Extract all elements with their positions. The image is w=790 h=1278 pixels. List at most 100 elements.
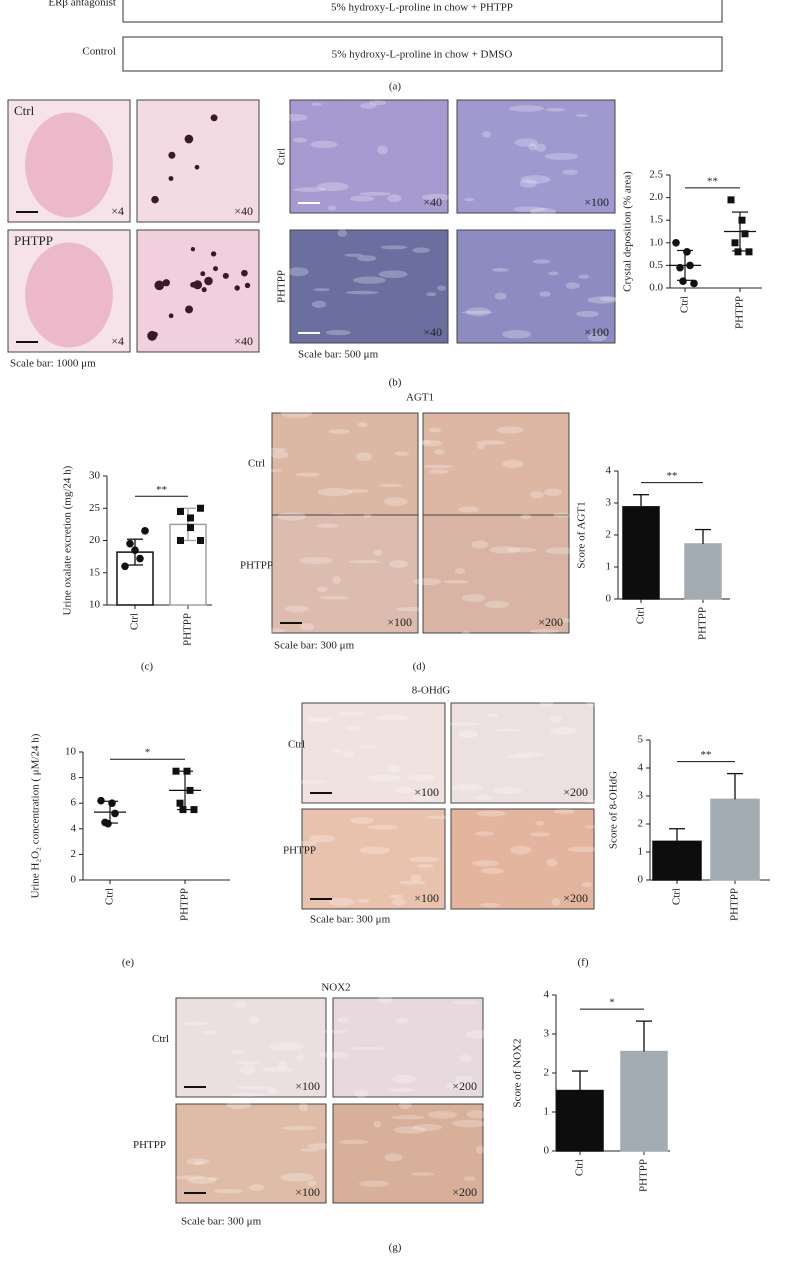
y-tick-label: 8 [71,771,77,783]
texture [513,206,546,213]
texture [398,880,427,885]
y-axis-label: Score of 8-OHdG [608,771,620,849]
bar [684,543,722,600]
row-label: PHTPP [240,560,273,572]
texture [300,1148,319,1152]
y-axis-label: Score of AGT1 [576,501,588,568]
texture [410,1172,435,1176]
texture [319,595,350,600]
texture [423,464,453,469]
texture [207,1177,219,1181]
micrograph [456,99,616,214]
point [97,796,105,805]
texture [413,577,442,586]
panel-tag: (a) [389,81,402,93]
texture [506,547,537,553]
texture [356,255,377,262]
texture [349,1046,386,1050]
bar [622,506,660,600]
texture [384,1153,403,1162]
texture [352,276,386,284]
y-tick-label: 2 [71,848,77,860]
magnification: ×4 [111,204,124,218]
texture [454,1075,474,1084]
scale-bar-label: Scale bar: 300 μm [181,1216,262,1228]
texture [544,488,563,497]
point [177,507,184,515]
y-tick-label: 3 [606,497,612,509]
texture [328,205,337,211]
texture [332,749,343,754]
texture [477,443,486,450]
y-tick-label: 0.5 [649,259,663,271]
significance: * [609,997,615,1009]
point [104,819,112,828]
texture [519,179,538,188]
point [126,539,134,548]
x-tick-label: PHTPP [179,888,191,921]
texture [393,1126,427,1134]
y-axis-label: Urine H₂O₂ concentration ( μM/24 h) [30,733,42,898]
y-tick-label: 15 [89,566,101,578]
bar [620,1050,668,1152]
row-label: Ctrl [152,1033,169,1045]
texture [373,1120,382,1128]
micrograph [136,229,260,353]
texture [493,786,522,795]
texture [528,143,537,151]
texture [380,245,408,250]
row-label: Ctrl [248,458,265,470]
point [741,230,749,238]
y-tick-label: 5 [638,734,644,746]
crystal [190,247,196,252]
crystal [244,282,251,289]
texture [482,131,491,138]
point [738,216,746,224]
texture [419,439,431,445]
y-tick-label: 0.0 [649,282,663,294]
image-title: 8-OHdG [412,685,451,697]
magnification: ×100 [584,195,609,209]
texture [226,1101,251,1110]
crystal [152,331,158,338]
texture [428,469,449,474]
texture [345,290,379,295]
texture [458,729,479,739]
y-tick-label: 6 [71,797,77,809]
y-tick-label: 1.5 [649,214,663,226]
texture [420,440,443,447]
texture [231,1049,247,1054]
texture [476,810,506,817]
texture [261,1066,295,1073]
texture [545,107,566,112]
texture [459,1054,472,1062]
texture [394,451,410,456]
texture [549,715,562,723]
texture [546,858,558,867]
crystal [200,271,206,277]
tissue [25,112,113,218]
micrograph [332,1103,484,1204]
texture [316,523,339,528]
texture [565,282,580,289]
point [672,239,680,247]
y-tick-label: 0 [71,874,77,886]
point [734,248,742,256]
point [727,196,735,204]
panel-tag: (g) [389,1242,402,1254]
texture [464,197,475,202]
texture [388,894,404,899]
texture [292,137,308,143]
row-label: ERβ antagonist [48,0,116,9]
texture [261,468,283,472]
texture [520,514,532,520]
texture [277,512,306,521]
texture [193,1161,205,1165]
texture [299,1102,308,1112]
point [679,277,687,286]
texture [359,846,391,855]
texture [463,1176,476,1181]
texture [475,1145,485,1154]
texture [475,440,506,445]
